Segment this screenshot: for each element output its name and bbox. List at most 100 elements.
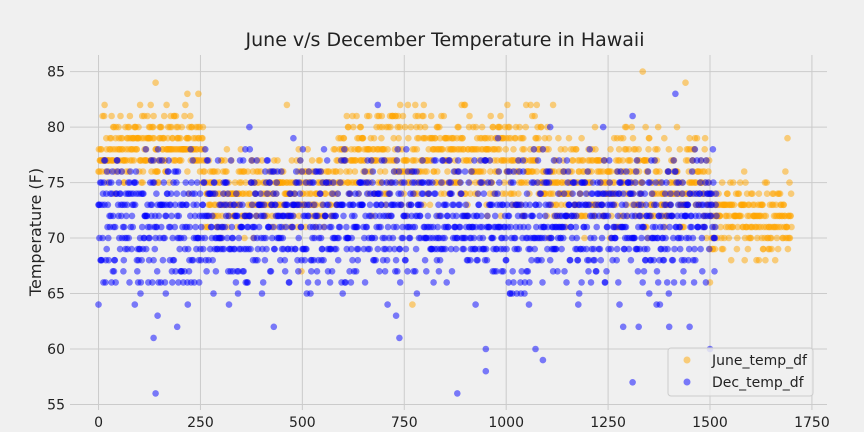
data-point: [281, 268, 289, 275]
data-point: [506, 123, 513, 131]
data-point: [232, 279, 240, 286]
data-point: [389, 234, 397, 242]
data-point: [502, 146, 510, 153]
data-point: [184, 90, 191, 98]
data-point: [634, 268, 642, 275]
data-point: [290, 134, 297, 142]
data-point: [617, 168, 624, 175]
data-point: [228, 223, 236, 231]
data-point: [701, 134, 709, 142]
data-point: [351, 168, 359, 175]
data-point: [240, 268, 247, 275]
data-point: [727, 256, 735, 264]
data-point: [131, 201, 139, 209]
data-point: [632, 179, 639, 186]
data-point: [569, 157, 577, 164]
data-point: [165, 157, 172, 164]
data-point: [460, 245, 468, 253]
data-point: [445, 223, 452, 231]
data-point: [241, 234, 248, 242]
data-point: [148, 201, 156, 209]
data-point: [623, 123, 630, 131]
data-point: [516, 123, 523, 131]
data-point: [420, 112, 427, 120]
data-point: [665, 168, 672, 175]
data-point: [390, 168, 398, 175]
data-point: [209, 212, 216, 220]
data-point: [159, 256, 167, 264]
data-point: [539, 356, 547, 364]
data-point: [193, 201, 201, 209]
data-point: [396, 101, 404, 109]
data-point: [269, 223, 277, 231]
data-point: [705, 179, 712, 186]
data-point: [376, 168, 384, 175]
data-point: [575, 301, 582, 308]
data-point: [406, 234, 414, 242]
data-point: [555, 134, 562, 142]
data-point: [412, 157, 420, 164]
data-point: [458, 190, 465, 197]
data-point: [554, 268, 561, 275]
data-point: [225, 301, 233, 308]
data-point: [665, 146, 673, 153]
data-point: [566, 256, 574, 264]
data-point: [663, 179, 670, 186]
data-point: [393, 223, 400, 231]
data-point: [438, 179, 445, 186]
data-point: [257, 190, 264, 197]
data-point: [520, 168, 527, 175]
data-point: [354, 223, 361, 231]
data-point: [369, 179, 376, 186]
data-point: [742, 179, 749, 186]
data-point: [572, 223, 580, 231]
data-point: [494, 134, 502, 142]
data-point: [454, 390, 461, 397]
data-point: [426, 201, 434, 209]
data-point: [405, 134, 412, 142]
data-point: [171, 223, 179, 231]
data-point: [168, 212, 175, 220]
data-point: [341, 157, 349, 164]
data-point: [622, 201, 629, 209]
data-point: [703, 234, 710, 242]
data-point: [421, 123, 429, 131]
data-point: [99, 234, 106, 242]
data-point: [335, 234, 342, 242]
data-point: [560, 234, 567, 242]
data-point: [771, 256, 779, 264]
data-point: [537, 190, 545, 197]
data-point: [160, 112, 168, 120]
data-point: [301, 256, 309, 264]
data-point: [114, 157, 121, 164]
data-point: [705, 168, 712, 175]
data-point: [162, 290, 170, 297]
data-point: [510, 168, 518, 175]
data-point: [154, 168, 161, 175]
data-point: [591, 123, 599, 131]
data-point: [735, 190, 743, 197]
data-point: [435, 268, 443, 275]
data-point: [242, 179, 249, 186]
data-point: [518, 268, 525, 275]
data-point: [693, 134, 701, 142]
data-point: [223, 168, 230, 175]
data-point: [680, 268, 687, 275]
data-point: [412, 245, 420, 253]
data-point: [381, 168, 389, 175]
data-point: [409, 190, 417, 197]
data-point: [345, 123, 352, 131]
data-point: [308, 157, 316, 164]
data-point: [403, 146, 410, 153]
data-point: [489, 123, 497, 131]
data-point: [104, 201, 112, 209]
data-point: [368, 157, 375, 164]
data-point: [631, 234, 638, 242]
data-point: [712, 201, 719, 209]
data-point: [483, 256, 491, 264]
data-point: [337, 168, 344, 175]
data-point: [603, 268, 610, 275]
data-point: [154, 146, 162, 153]
data-point: [502, 190, 509, 197]
x-tick-label: 1750: [794, 415, 830, 431]
